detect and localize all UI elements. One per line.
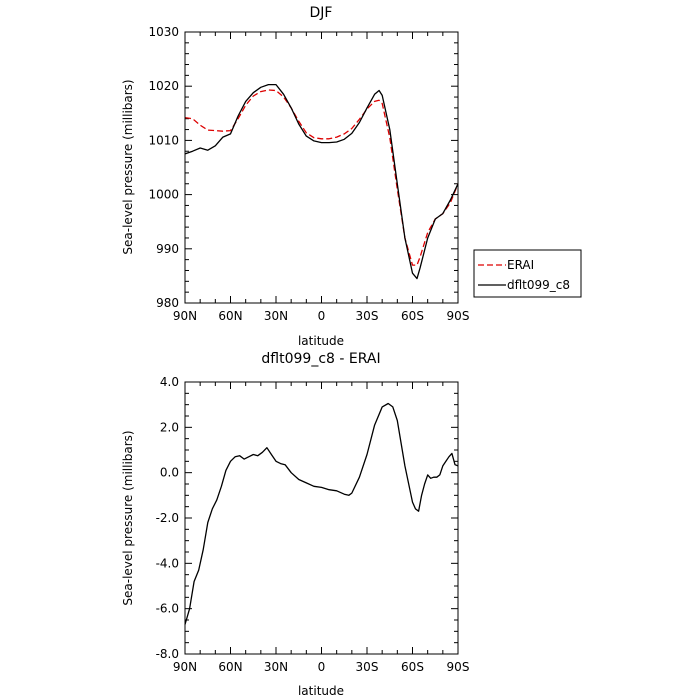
bottom-x-tick-label: 30N bbox=[264, 660, 288, 674]
top-series-line-erai bbox=[184, 89, 459, 266]
bottom-ticks: 90N 60N 30N 0 30S 60S 90S 4.0 2.0 0.0 -2.0 -4.0 -6.0… bbox=[156, 375, 470, 674]
bottom-plot-frame bbox=[184, 381, 459, 655]
bottom-chart-title: dflt099_c8 - ERAI bbox=[261, 351, 380, 367]
legend-box bbox=[473, 249, 582, 298]
top-x-tick-label: 90N bbox=[173, 309, 197, 323]
top-y-tick-label: 990 bbox=[156, 242, 179, 256]
bottom-y-tick-label: -4.0 bbox=[156, 556, 179, 570]
bottom-y-tick-label: 0.0 bbox=[160, 466, 179, 480]
bottom-series-line-difference bbox=[184, 402, 459, 625]
bottom-x-tick-label: 90S bbox=[447, 660, 470, 674]
top-y-tick-label: 1010 bbox=[148, 133, 179, 147]
top-y-tick-label: 1030 bbox=[148, 25, 179, 39]
bottom-y-tick-label: 4.0 bbox=[160, 375, 179, 389]
bottom-y-tick-label: -6.0 bbox=[156, 602, 179, 616]
top-x-tick-label: 60S bbox=[401, 309, 424, 323]
top-plot-frame bbox=[184, 31, 459, 304]
top-y-tick-label: 980 bbox=[156, 296, 179, 310]
bottom-x-tick-label: 30S bbox=[356, 660, 379, 674]
top-panel: DJF Sea-level pressure (millibars) latit… bbox=[121, 5, 469, 348]
bottom-series-lines bbox=[184, 402, 459, 625]
bottom-panel: dflt099_c8 - ERAI Sea-level pressure (mi… bbox=[121, 351, 469, 698]
bottom-y-axis-label: Sea-level pressure (millibars) bbox=[121, 430, 135, 605]
bottom-y-tick-label: 2.0 bbox=[160, 420, 179, 434]
top-y-axis-label: Sea-level pressure (millibars) bbox=[121, 79, 135, 254]
bottom-y-tick-label: -8.0 bbox=[156, 647, 179, 661]
top-series-lines bbox=[184, 83, 459, 280]
top-x-tick-label: 30N bbox=[264, 309, 288, 323]
legend: ERAI dflt099_c8 bbox=[473, 249, 582, 298]
top-x-tick-label: 0 bbox=[318, 309, 326, 323]
bottom-x-tick-label: 0 bbox=[318, 660, 326, 674]
top-series-line-dflt099-c8 bbox=[184, 83, 459, 280]
bottom-x-axis-label: latitude bbox=[298, 684, 344, 698]
top-x-tick-label: 60N bbox=[218, 309, 242, 323]
bottom-x-tick-label: 90N bbox=[173, 660, 197, 674]
legend-label-dflt099-c8: dflt099_c8 bbox=[507, 278, 570, 292]
legend-label-erai: ERAI bbox=[507, 258, 534, 272]
bottom-x-tick-label: 60S bbox=[401, 660, 424, 674]
top-y-tick-label: 1000 bbox=[148, 188, 179, 202]
bottom-x-tick-label: 60N bbox=[218, 660, 242, 674]
bottom-y-tick-label: -2.0 bbox=[156, 511, 179, 525]
top-chart-title: DJF bbox=[310, 5, 333, 21]
top-y-tick-label: 1020 bbox=[148, 79, 179, 93]
top-x-axis-label: latitude bbox=[298, 334, 344, 348]
top-x-tick-label: 90S bbox=[447, 309, 470, 323]
top-ticks: 90N 60N 30N 0 30S 60S 90S 980 990 1000 1010 1020 103… bbox=[148, 25, 469, 323]
top-x-tick-label: 30S bbox=[356, 309, 379, 323]
